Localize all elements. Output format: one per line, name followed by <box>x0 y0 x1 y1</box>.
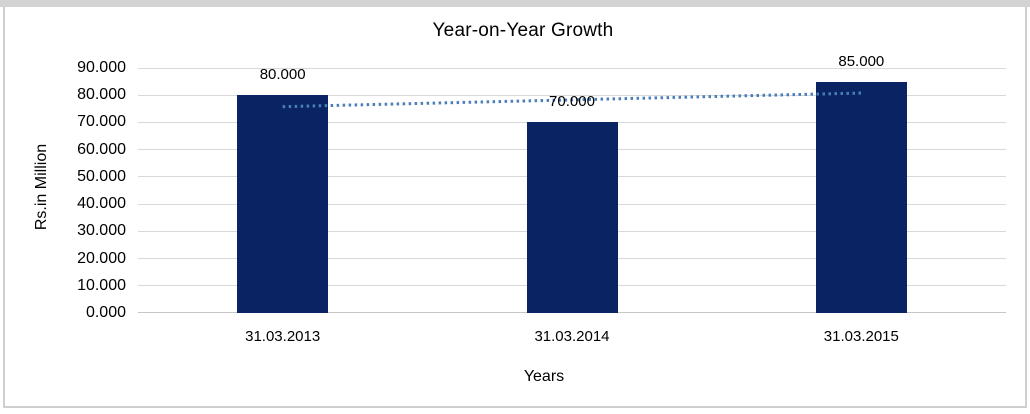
frame-left-border <box>3 7 5 408</box>
y-tick-label: 30.000 <box>77 222 126 240</box>
y-tick-label: 40.000 <box>77 195 126 213</box>
y-tick-label: 0.000 <box>85 304 126 321</box>
y-tick-label: 70.000 <box>77 113 126 131</box>
bar-31.03.2015 <box>815 81 907 313</box>
data-label: 85.000 <box>838 52 885 70</box>
y-tick-label: 90.000 <box>77 59 126 76</box>
gridline <box>138 67 1006 69</box>
x-category-label: 31.03.2015 <box>823 328 899 345</box>
plot-area: 80.000 70.000 85.000 <box>138 53 1006 313</box>
data-label: 70.000 <box>549 93 595 111</box>
y-tick-label: 60.000 <box>77 140 126 158</box>
gridline <box>138 94 1006 96</box>
y-tick-label: 50.000 <box>77 167 126 185</box>
data-label: 80.000 <box>259 66 306 84</box>
bar-31.03.2014 <box>526 122 618 313</box>
y-tick-label: 10.000 <box>77 276 126 294</box>
y-tick-label: 20.000 <box>77 249 126 267</box>
bar-31.03.2013 <box>237 95 329 313</box>
x-category-label: 31.03.2013 <box>245 328 321 345</box>
frame-right-border <box>1025 7 1027 408</box>
frame-bottom-border <box>3 406 1027 408</box>
trendline <box>282 91 862 109</box>
chart-title: Year-on-Year Growth <box>432 20 614 41</box>
frame-top-border <box>0 0 1030 7</box>
y-tick-label: 80.000 <box>77 86 126 104</box>
x-category-label: 31.03.2014 <box>534 328 610 345</box>
x-axis-title: Years <box>523 368 565 385</box>
